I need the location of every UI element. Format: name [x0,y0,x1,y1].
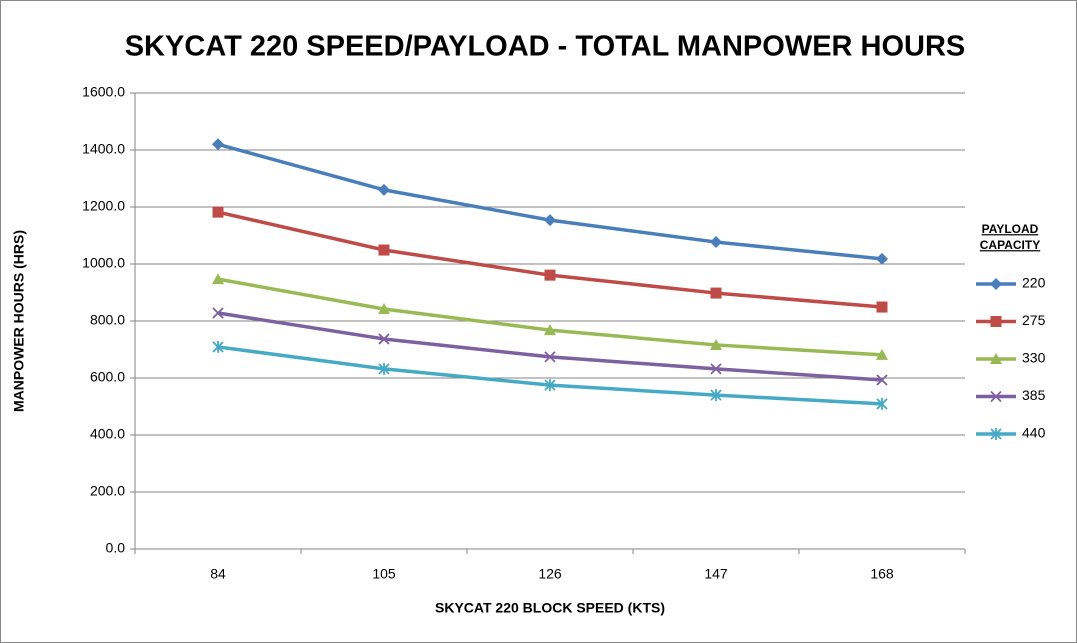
y-tick-label: 1600.0 [82,84,125,100]
marker [378,333,390,345]
marker [876,301,888,313]
y-tick-label: 400.0 [90,426,125,442]
marker [544,379,556,392]
legend-label: 220 [1022,275,1046,291]
marker [212,307,224,319]
y-tick-label: 0.0 [106,540,126,556]
marker [212,138,224,151]
legend-label: 440 [1022,425,1046,441]
marker [990,278,1002,290]
legend-label: 385 [1022,387,1046,403]
x-tick-label: 84 [210,566,226,582]
marker [544,324,556,336]
x-tick-label: 168 [870,566,894,582]
y-tick-label: 1000.0 [82,255,125,271]
legend-title: CAPACITY [980,238,1040,252]
chart-title: SKYCAT 220 SPEED/PAYLOAD - TOTAL MANPOWE… [125,31,966,63]
marker [876,252,888,265]
marker [710,338,722,350]
marker [378,303,390,315]
y-axis-label: MANPOWER HOURS (HRS) [11,230,27,412]
marker [544,269,556,281]
marker [876,397,888,410]
x-tick-label: 147 [704,566,728,582]
y-tick-label: 1200.0 [82,198,125,214]
marker [710,363,722,375]
x-tick-label: 105 [372,566,396,582]
marker [544,351,556,363]
marker [378,244,390,256]
marker [378,362,390,375]
legend-label: 330 [1022,350,1046,366]
marker [212,206,224,218]
marker [876,374,888,386]
y-tick-label: 1400.0 [82,141,125,157]
marker [378,183,390,196]
x-tick-label: 126 [538,566,562,582]
y-tick-label: 800.0 [90,312,125,328]
marker [544,214,556,227]
y-tick-label: 200.0 [90,483,125,499]
marker [990,353,1002,364]
y-tick-label: 600.0 [90,369,125,385]
marker [990,316,1002,327]
legend-label: 275 [1022,312,1046,328]
marker [710,389,722,402]
marker [876,348,888,360]
marker [710,287,722,299]
marker [212,340,224,353]
x-axis-label: SKYCAT 220 BLOCK SPEED (KTS) [435,600,665,616]
marker [990,428,1002,440]
marker [212,273,224,285]
marker [990,390,1002,403]
marker [710,236,722,249]
legend-title: PAYLOAD [982,222,1039,236]
